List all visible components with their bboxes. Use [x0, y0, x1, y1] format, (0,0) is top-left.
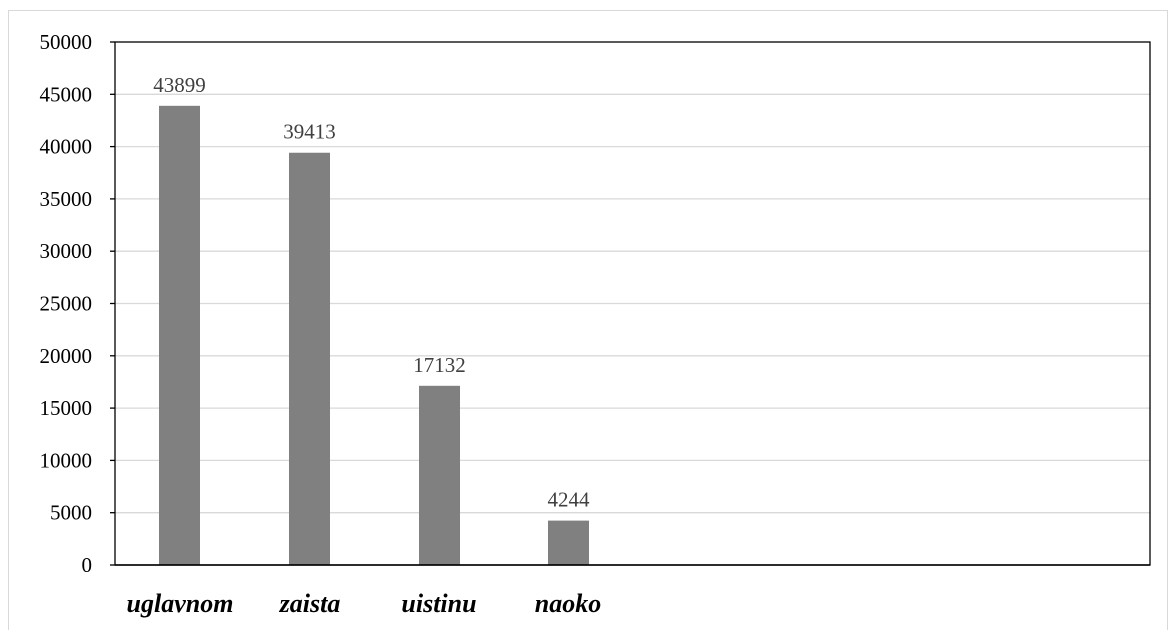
- data-label: 39413: [283, 120, 336, 144]
- category-label: naoko: [535, 589, 601, 618]
- y-tick-label: 15000: [40, 396, 93, 420]
- category-label: uistinu: [401, 589, 476, 618]
- bar-uglavnom: [159, 106, 200, 565]
- y-tick-label: 40000: [40, 135, 93, 159]
- data-label: 43899: [153, 73, 206, 97]
- category-label: uglavnom: [127, 589, 234, 618]
- bar-uistinu: [419, 386, 460, 565]
- bar-zaista: [289, 153, 330, 565]
- bars: [159, 106, 589, 565]
- y-tick-label: 50000: [40, 30, 93, 54]
- y-tick-label: 5000: [50, 501, 92, 525]
- bar-naoko: [548, 521, 589, 565]
- y-tick-label: 10000: [40, 448, 93, 472]
- data-label: 4244: [548, 488, 591, 512]
- y-tick-label: 0: [82, 553, 93, 577]
- category-labels: uglavnom zaista uistinu naoko: [127, 589, 602, 618]
- y-tick-label: 30000: [40, 239, 93, 263]
- y-tick-label: 35000: [40, 187, 93, 211]
- y-tick-labels: 0 5000 10000 15000 20000 25000 30000 35000 40000…: [40, 30, 93, 577]
- category-label: zaista: [279, 589, 341, 618]
- data-labels: 43899 39413 17132 4244: [153, 73, 590, 512]
- gridlines: [115, 94, 1150, 512]
- y-tick-label: 20000: [40, 344, 93, 368]
- data-label: 17132: [413, 353, 466, 377]
- y-tick-label: 25000: [40, 292, 93, 316]
- y-tick-label: 45000: [40, 82, 93, 106]
